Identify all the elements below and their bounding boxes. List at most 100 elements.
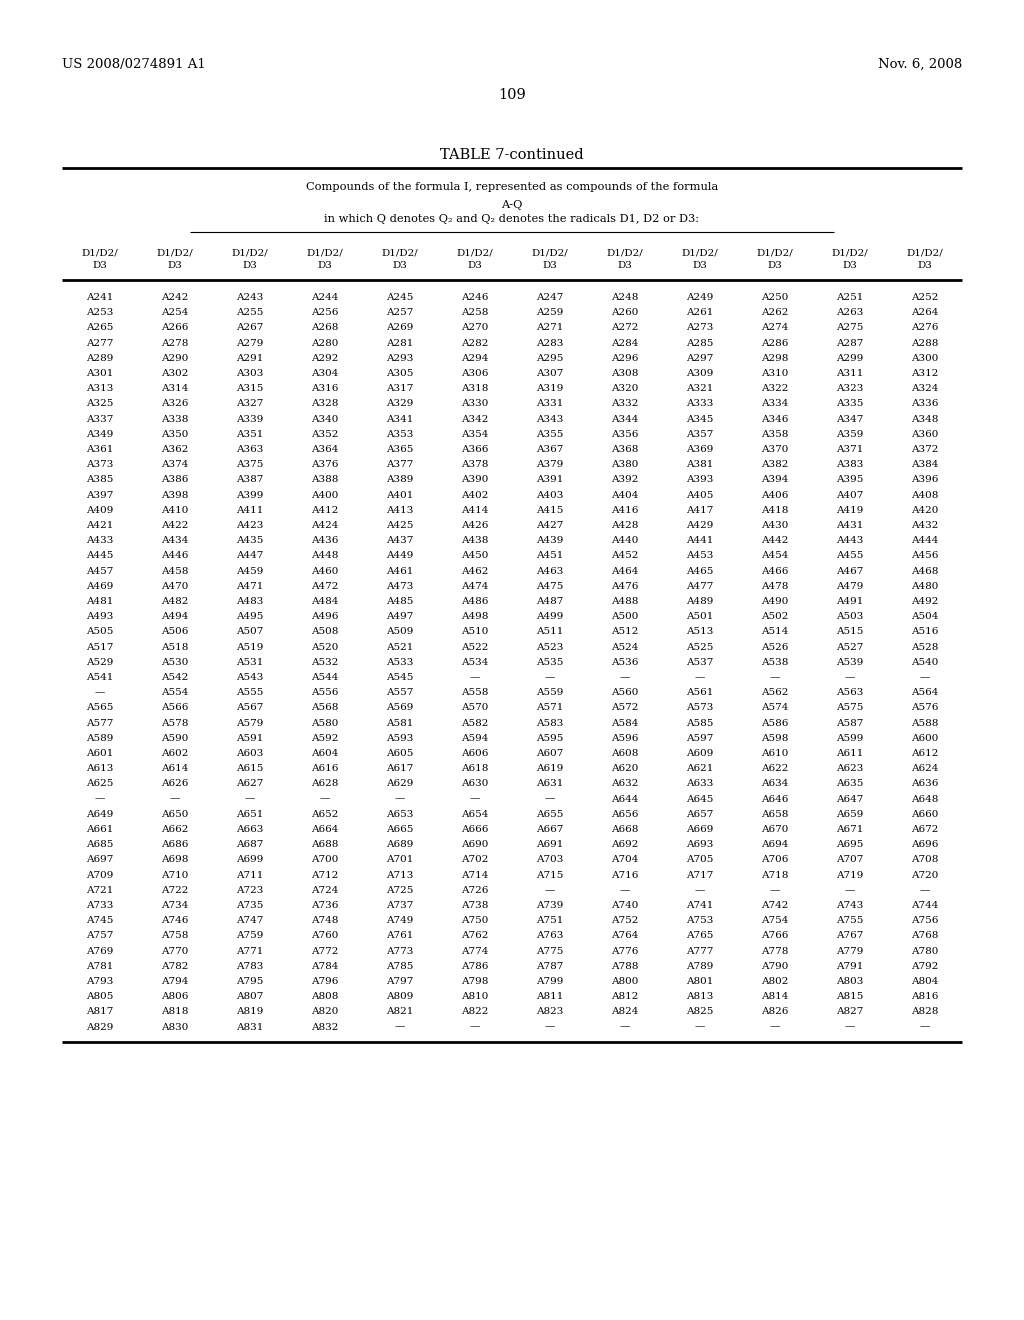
Text: A636: A636 [910, 779, 938, 788]
Text: —: — [394, 795, 404, 804]
Text: A428: A428 [610, 521, 638, 531]
Text: —: — [245, 795, 255, 804]
Text: A449: A449 [386, 552, 414, 561]
Text: A329: A329 [386, 400, 414, 408]
Text: A344: A344 [610, 414, 638, 424]
Text: A627: A627 [236, 779, 263, 788]
Text: A828: A828 [910, 1007, 938, 1016]
Text: D1/D2/: D1/D2/ [531, 248, 568, 257]
Text: A248: A248 [610, 293, 638, 302]
Text: D1/D2/: D1/D2/ [831, 248, 868, 257]
Text: A509: A509 [386, 627, 414, 636]
Text: A658: A658 [761, 809, 788, 818]
Text: —: — [620, 673, 630, 682]
Text: A542: A542 [161, 673, 188, 682]
Text: A575: A575 [836, 704, 863, 713]
Text: A541: A541 [86, 673, 114, 682]
Text: A800: A800 [610, 977, 638, 986]
Text: A660: A660 [910, 809, 938, 818]
Text: A298: A298 [761, 354, 788, 363]
Text: A440: A440 [610, 536, 638, 545]
Text: A817: A817 [86, 1007, 114, 1016]
Text: A504: A504 [910, 612, 938, 622]
Text: A783: A783 [236, 962, 263, 970]
Text: A741: A741 [686, 902, 713, 909]
Text: A368: A368 [610, 445, 638, 454]
Text: A521: A521 [386, 643, 414, 652]
Text: A704: A704 [610, 855, 638, 865]
Text: A429: A429 [686, 521, 713, 531]
Text: A331: A331 [536, 400, 563, 408]
Text: A313: A313 [86, 384, 114, 393]
Text: A782: A782 [161, 962, 188, 970]
Text: A604: A604 [311, 748, 338, 758]
Text: A607: A607 [536, 748, 563, 758]
Text: A414: A414 [461, 506, 488, 515]
Text: A701: A701 [386, 855, 414, 865]
Text: A662: A662 [161, 825, 188, 834]
Text: A773: A773 [386, 946, 414, 956]
Text: A311: A311 [836, 370, 863, 378]
Text: A278: A278 [161, 339, 188, 347]
Text: A489: A489 [686, 597, 713, 606]
Text: A787: A787 [536, 962, 563, 970]
Text: A421: A421 [86, 521, 114, 531]
Text: A689: A689 [386, 841, 414, 849]
Text: A533: A533 [386, 657, 414, 667]
Text: A326: A326 [161, 400, 188, 408]
Text: A442: A442 [761, 536, 788, 545]
Text: A451: A451 [536, 552, 563, 561]
Text: D3: D3 [542, 261, 557, 271]
Text: A399: A399 [236, 491, 263, 499]
Text: D3: D3 [242, 261, 257, 271]
Text: —: — [94, 795, 104, 804]
Text: A343: A343 [536, 414, 563, 424]
Text: A656: A656 [610, 809, 638, 818]
Text: A308: A308 [610, 370, 638, 378]
Text: A811: A811 [536, 993, 563, 1001]
Text: A263: A263 [836, 308, 863, 317]
Text: A317: A317 [386, 384, 414, 393]
Text: A733: A733 [86, 902, 114, 909]
Text: A608: A608 [610, 748, 638, 758]
Text: A355: A355 [536, 430, 563, 438]
Text: D1/D2/: D1/D2/ [456, 248, 493, 257]
Text: A699: A699 [236, 855, 263, 865]
Text: A346: A346 [761, 414, 788, 424]
Text: A716: A716 [610, 871, 638, 879]
Text: A706: A706 [761, 855, 788, 865]
Text: A-Q: A-Q [502, 201, 522, 210]
Text: —: — [845, 673, 855, 682]
Text: A327: A327 [236, 400, 263, 408]
Text: A243: A243 [236, 293, 263, 302]
Text: A477: A477 [686, 582, 713, 591]
Text: A785: A785 [386, 962, 414, 970]
Text: —: — [694, 1023, 705, 1032]
Text: A798: A798 [461, 977, 488, 986]
Text: A589: A589 [86, 734, 114, 743]
Text: A594: A594 [461, 734, 488, 743]
Text: A601: A601 [86, 748, 114, 758]
Text: A488: A488 [610, 597, 638, 606]
Text: A383: A383 [836, 461, 863, 469]
Text: A362: A362 [161, 445, 188, 454]
Text: A574: A574 [761, 704, 788, 713]
Text: A251: A251 [836, 293, 863, 302]
Text: A722: A722 [161, 886, 188, 895]
Text: A670: A670 [761, 825, 788, 834]
Text: A483: A483 [236, 597, 263, 606]
Text: A364: A364 [311, 445, 338, 454]
Text: A443: A443 [836, 536, 863, 545]
Text: A762: A762 [461, 932, 488, 940]
Text: A249: A249 [686, 293, 713, 302]
Text: A273: A273 [686, 323, 713, 333]
Text: A628: A628 [311, 779, 338, 788]
Text: A426: A426 [461, 521, 488, 531]
Text: A369: A369 [686, 445, 713, 454]
Text: A806: A806 [161, 993, 188, 1001]
Text: A562: A562 [761, 688, 788, 697]
Text: A816: A816 [910, 993, 938, 1001]
Text: A778: A778 [761, 946, 788, 956]
Text: A458: A458 [161, 566, 188, 576]
Text: A815: A815 [836, 993, 863, 1001]
